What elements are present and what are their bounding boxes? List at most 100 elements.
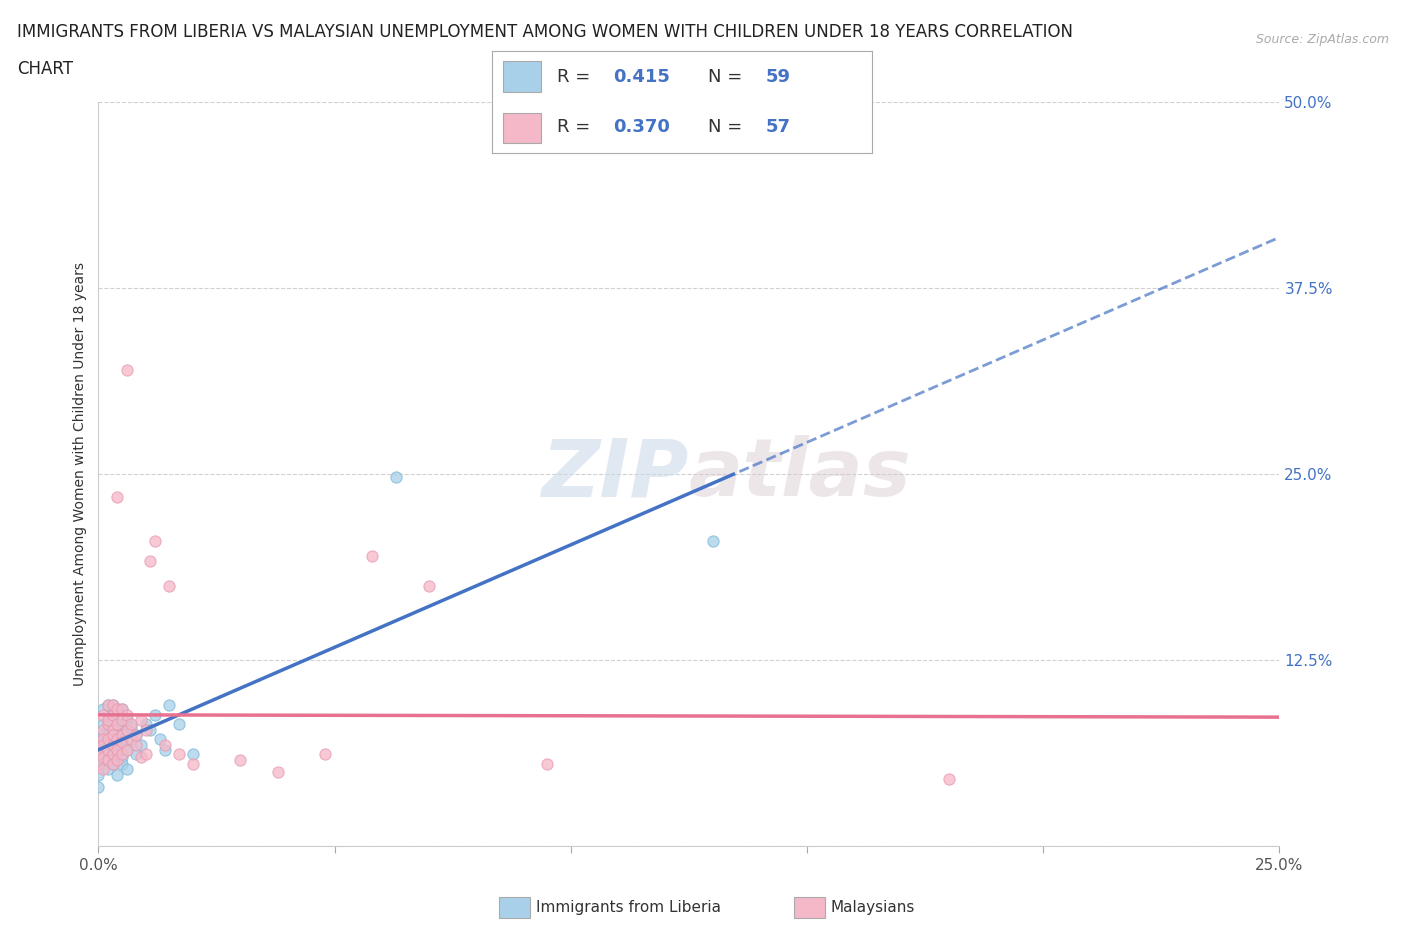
- Point: [101, 747, 124, 762]
- Point: [135, 717, 157, 732]
- Point: [97, 735, 120, 750]
- Point: [91, 752, 114, 767]
- Point: [167, 717, 190, 732]
- Point: [181, 747, 204, 762]
- Point: [121, 732, 143, 747]
- Text: R =: R =: [557, 68, 591, 86]
- Point: [87, 779, 110, 794]
- Point: [157, 698, 180, 712]
- Point: [101, 708, 124, 723]
- Point: [536, 757, 558, 772]
- Point: [97, 698, 120, 712]
- Point: [101, 750, 124, 764]
- Point: [91, 717, 114, 732]
- Point: [97, 752, 120, 767]
- Point: [97, 762, 120, 777]
- Point: [111, 747, 134, 762]
- Point: [105, 702, 128, 717]
- Point: [135, 723, 157, 737]
- Point: [105, 752, 128, 767]
- Point: [115, 363, 138, 378]
- Point: [105, 489, 128, 504]
- Point: [139, 723, 162, 737]
- Point: [143, 534, 166, 549]
- Text: Malaysians: Malaysians: [831, 900, 915, 915]
- Point: [125, 727, 148, 742]
- Point: [181, 757, 204, 772]
- Point: [105, 727, 128, 742]
- Point: [702, 534, 724, 549]
- Point: [105, 767, 128, 782]
- Point: [105, 702, 128, 717]
- Point: [115, 762, 138, 777]
- Point: [97, 742, 120, 757]
- Text: Immigrants from Liberia: Immigrants from Liberia: [536, 900, 721, 915]
- Point: [314, 747, 336, 762]
- Point: [111, 757, 134, 772]
- Point: [111, 727, 134, 742]
- Point: [105, 735, 128, 750]
- Point: [97, 698, 120, 712]
- Point: [121, 720, 143, 735]
- Point: [111, 702, 134, 717]
- Point: [149, 732, 172, 747]
- Point: [97, 712, 120, 727]
- Text: ZIP: ZIP: [541, 435, 689, 513]
- Point: [229, 752, 252, 767]
- Point: [111, 732, 134, 747]
- Point: [91, 727, 114, 742]
- Point: [385, 470, 408, 485]
- Point: [105, 742, 128, 757]
- Point: [87, 757, 110, 772]
- Point: [101, 698, 124, 712]
- Text: N =: N =: [709, 68, 742, 86]
- Point: [115, 742, 138, 757]
- Point: [101, 727, 124, 742]
- Point: [153, 742, 176, 757]
- Point: [105, 732, 128, 747]
- Point: [267, 764, 290, 779]
- Point: [115, 723, 138, 737]
- Point: [111, 735, 134, 750]
- Point: [143, 708, 166, 723]
- Point: [167, 747, 190, 762]
- Point: [91, 732, 114, 747]
- Point: [91, 723, 114, 737]
- Point: [121, 735, 143, 750]
- Point: [97, 742, 120, 757]
- Point: [97, 732, 120, 747]
- Point: [153, 737, 176, 752]
- Point: [111, 702, 134, 717]
- Point: [87, 767, 110, 782]
- Point: [101, 747, 124, 762]
- Point: [125, 747, 148, 762]
- Bar: [503, 61, 541, 92]
- Point: [101, 737, 124, 752]
- Text: N =: N =: [709, 118, 742, 137]
- Point: [105, 752, 128, 767]
- Point: [115, 742, 138, 757]
- Point: [91, 732, 114, 747]
- Point: [115, 708, 138, 723]
- Point: [91, 750, 114, 764]
- Text: R =: R =: [557, 118, 591, 137]
- Text: 59: 59: [765, 68, 790, 86]
- Point: [125, 727, 148, 742]
- Point: [87, 742, 110, 757]
- Point: [129, 712, 152, 727]
- Text: 57: 57: [765, 118, 790, 137]
- Point: [97, 717, 120, 732]
- Point: [97, 752, 120, 767]
- Point: [87, 747, 110, 762]
- Point: [101, 732, 124, 747]
- Point: [101, 723, 124, 737]
- Point: [129, 737, 152, 752]
- Point: [135, 747, 157, 762]
- Point: [91, 762, 114, 777]
- Bar: [503, 113, 541, 143]
- Point: [97, 712, 120, 727]
- Point: [91, 702, 114, 717]
- Point: [101, 708, 124, 723]
- Point: [115, 712, 138, 727]
- Point: [111, 717, 134, 732]
